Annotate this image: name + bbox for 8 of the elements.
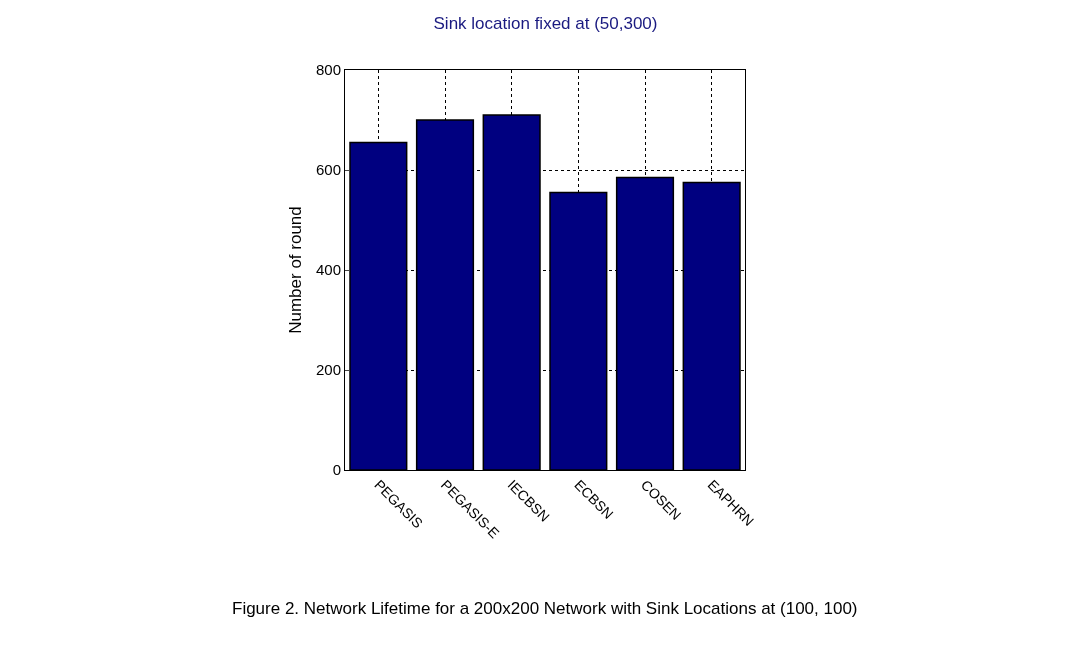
caption: Figure 2. Network Lifetime for a 200x200 Network with Sink Locations at (100, 100) [232, 599, 858, 618]
y-tick-label: 400 [315, 261, 341, 279]
chart-title: Sink location fixed at (50,300) [433, 14, 658, 34]
y-tick-label: 800 [315, 61, 341, 79]
y-tick-label: 600 [315, 161, 341, 179]
y-axis-title: Number of round [286, 206, 305, 334]
y-tick-label: 200 [315, 361, 341, 379]
y-tick-label: 0 [332, 461, 341, 479]
